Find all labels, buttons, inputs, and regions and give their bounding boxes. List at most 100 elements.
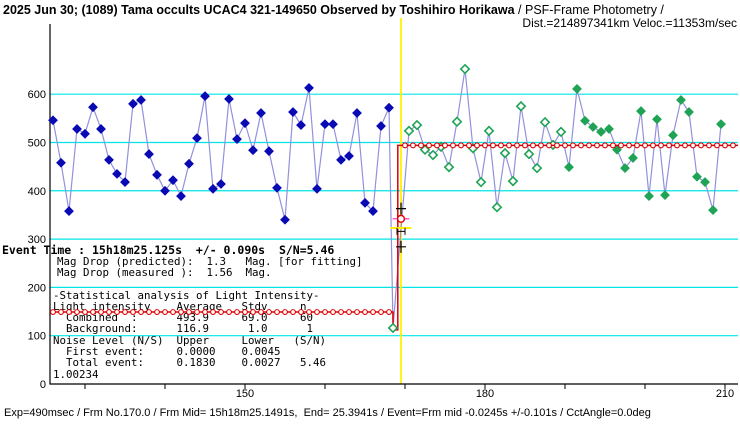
data-point-post-event-b: [708, 205, 718, 216]
page-title: 2025 Jun 30; (1089) Tama occults UCAC4 3…: [3, 3, 664, 17]
data-point-post-event-a: [555, 126, 567, 138]
data-point-pre-event: [296, 120, 306, 130]
data-point-pre-event: [336, 154, 346, 165]
data-point-pre-event: [88, 102, 98, 113]
y-tick-label-400: 400: [28, 186, 46, 198]
x-tick-label-150: 150: [236, 388, 254, 400]
fit-marker: [666, 142, 672, 149]
data-point-pre-event: [152, 169, 162, 180]
fit-marker: [482, 142, 488, 149]
fit-marker: [538, 142, 544, 149]
fit-marker: [330, 309, 336, 315]
stats-ratio-value: 1.00234: [53, 367, 99, 381]
fit-marker: [594, 142, 600, 149]
data-point-post-event-b: [684, 107, 694, 117]
fit-marker: [426, 142, 432, 149]
data-point-post-event-a: [531, 162, 543, 174]
data-point-post-event-a: [467, 142, 479, 154]
data-point-pre-event: [272, 182, 282, 193]
data-point-pre-event: [120, 177, 130, 187]
data-point-pre-event: [160, 185, 170, 196]
data-point-pre-event: [240, 118, 250, 129]
data-point-post-event-a: [523, 148, 535, 160]
data-point-post-event-b: [620, 163, 630, 173]
data-point-post-event-b: [652, 114, 662, 125]
data-point-pre-event: [136, 95, 146, 105]
data-point-pre-event: [56, 157, 66, 168]
fit-marker: [626, 142, 632, 149]
fit-marker: [386, 309, 392, 315]
data-point-post-event-b: [604, 124, 614, 134]
data-point-post-event-b: [716, 119, 726, 130]
data-point-post-event-a: [411, 119, 423, 131]
fit-marker: [530, 142, 536, 149]
data-point-pre-event: [112, 168, 122, 179]
frame-info-footer: Exp=490msec / Frm No.170.0 / Frm Mid= 15…: [4, 407, 651, 419]
data-point-pre-event: [312, 183, 322, 194]
fit-marker: [554, 142, 560, 149]
data-point-pre-event: [248, 145, 258, 156]
fit-marker: [402, 142, 408, 149]
fit-marker: [442, 142, 448, 149]
fit-marker: [690, 142, 696, 149]
fit-marker: [458, 142, 464, 149]
fit-marker: [498, 142, 504, 149]
y-tick-label-600: 600: [28, 89, 46, 101]
title-main: 2025 Jun 30; (1089) Tama occults UCAC4 3…: [3, 3, 515, 17]
fit-marker: [546, 142, 552, 149]
data-point-post-event-a: [475, 176, 487, 188]
fit-marker: [634, 142, 640, 149]
data-point-pre-event: [104, 154, 114, 165]
title-method: / PSF-Frame Photometry /: [514, 3, 664, 17]
data-point-post-event-b: [580, 115, 590, 126]
data-point-post-event-b: [572, 83, 582, 94]
data-point-pre-event: [216, 179, 226, 189]
fit-marker: [578, 142, 584, 149]
y-tick-label-0: 0: [40, 379, 46, 391]
data-point-pre-event: [168, 175, 178, 186]
fit-marker: [314, 309, 320, 315]
fit-marker: [450, 142, 456, 149]
y-tick-label-500: 500: [28, 137, 46, 149]
fit-marker: [338, 309, 344, 315]
data-point-pre-event: [328, 119, 338, 130]
fit-marker: [682, 142, 688, 149]
data-point-post-event-b: [636, 106, 646, 116]
event-h-mark: [396, 227, 406, 235]
data-point-pre-event: [304, 82, 314, 93]
y-tick-label-100: 100: [28, 331, 46, 343]
data-point-post-event-b: [692, 171, 702, 182]
data-point-post-event-a: [499, 147, 511, 159]
fit-marker: [514, 142, 520, 149]
data-point-post-event-b: [612, 144, 622, 155]
data-point-pre-event: [96, 124, 106, 134]
data-point-pre-event: [200, 91, 210, 102]
data-point-pre-event: [280, 214, 290, 225]
data-point-post-event-a: [427, 149, 439, 161]
fit-marker: [354, 309, 360, 315]
data-point-post-event-a: [435, 141, 447, 153]
mag-drop-measured: Mag Drop (measured ): 1.56 Mag.: [57, 266, 272, 279]
fit-marker: [642, 142, 648, 149]
data-point-post-event-b: [668, 130, 678, 141]
data-point-post-event-b: [588, 122, 598, 132]
data-point-post-event-b: [564, 162, 574, 173]
data-point-pre-event: [288, 107, 298, 117]
data-point-pre-event: [208, 183, 218, 194]
fit-marker: [650, 142, 656, 149]
data-point-post-event-a: [443, 161, 455, 173]
x-tick-label-180: 180: [476, 388, 494, 400]
fit-marker: [418, 142, 424, 149]
data-point-pre-event: [192, 133, 202, 144]
data-point-post-event-a: [547, 139, 559, 151]
fit-marker: [506, 142, 512, 149]
data-point-pre-event: [352, 108, 362, 118]
fit-marker: [586, 142, 592, 149]
data-point-pre-event: [376, 121, 386, 131]
data-point-pre-event: [344, 151, 354, 161]
data-point-post-event-a: [483, 125, 495, 137]
fit-marker: [522, 142, 528, 149]
data-point-pre-event: [264, 146, 274, 157]
data-point-post-event-a: [507, 175, 519, 187]
